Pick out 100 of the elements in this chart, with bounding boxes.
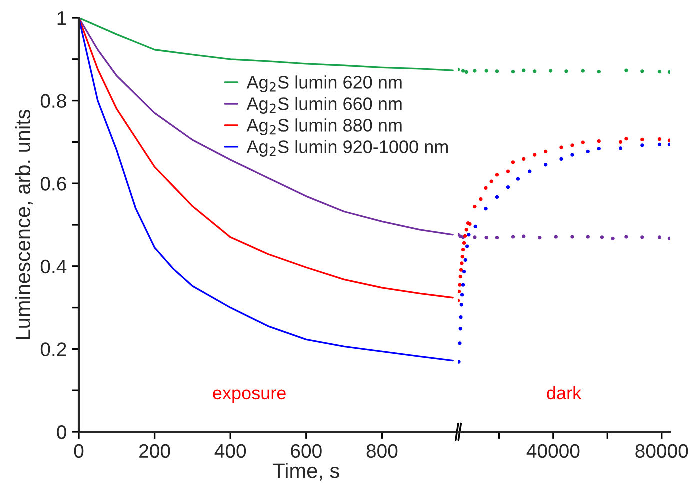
x-tick-label: 800 <box>366 444 398 458</box>
line-series <box>79 18 454 299</box>
legend-label: Ag$_{2}$S lumin 660 nm <box>246 97 402 114</box>
point <box>458 290 462 294</box>
point <box>495 236 500 240</box>
legend-label: Ag$_{2}$S lumin 920-1000 nm <box>246 140 448 157</box>
line-series <box>79 18 454 236</box>
point <box>533 153 537 157</box>
point <box>560 146 564 150</box>
point <box>597 70 601 74</box>
line-series <box>79 18 454 362</box>
y-tick-label: 0.4 <box>40 260 67 274</box>
point <box>570 235 574 239</box>
point <box>581 69 585 73</box>
point <box>495 70 500 74</box>
point <box>484 207 488 211</box>
y-tick-label: 0.2 <box>40 342 66 356</box>
legend-label: Ag$_{2}$S lumin 620 nm <box>246 76 402 92</box>
point <box>624 235 628 239</box>
point <box>506 170 510 174</box>
point <box>658 142 662 147</box>
annotation: exposure <box>213 390 286 404</box>
y-tick-label: 0 <box>57 425 66 440</box>
point <box>564 70 568 74</box>
point <box>511 235 516 239</box>
point <box>544 150 548 154</box>
point <box>522 68 526 72</box>
point <box>640 70 644 74</box>
point <box>618 140 623 144</box>
point <box>511 70 516 74</box>
point <box>597 146 601 151</box>
point <box>495 195 500 200</box>
x-tick-label: 80000 <box>636 444 688 458</box>
point <box>462 241 466 246</box>
point <box>658 137 662 142</box>
point <box>473 236 477 240</box>
point <box>624 68 628 72</box>
point <box>640 138 644 142</box>
point <box>484 236 488 240</box>
x-tick-label: 0 <box>74 444 84 458</box>
x-axis-title: Time, s <box>273 463 340 481</box>
point <box>586 150 590 154</box>
point <box>490 180 494 184</box>
y-tick-label: 0.8 <box>40 94 66 108</box>
point <box>461 283 466 287</box>
point <box>522 234 526 238</box>
point <box>464 258 468 262</box>
point <box>533 70 537 74</box>
y-axis-title: Luminescence, arb. units <box>15 110 33 340</box>
point <box>464 228 468 232</box>
point <box>462 270 466 274</box>
point <box>459 268 464 272</box>
point <box>460 262 464 266</box>
x-tick-label: 400 <box>214 444 246 458</box>
y-tick-label: 1 <box>58 12 66 26</box>
y-tick-label: 0.6 <box>40 177 66 191</box>
point <box>538 236 542 240</box>
point <box>461 69 466 73</box>
point <box>460 293 464 297</box>
point <box>522 157 526 162</box>
point <box>460 255 464 259</box>
point <box>658 70 662 74</box>
point <box>560 157 564 162</box>
point <box>506 185 510 190</box>
point <box>458 360 461 364</box>
x-tick-label: 200 <box>140 444 170 458</box>
point <box>586 235 590 239</box>
point <box>554 235 558 239</box>
point <box>474 224 478 228</box>
point <box>528 170 532 174</box>
point <box>461 248 466 252</box>
point <box>458 274 462 279</box>
point <box>495 173 500 177</box>
point <box>458 327 462 331</box>
point <box>465 244 470 248</box>
point <box>473 204 477 209</box>
point <box>511 160 516 164</box>
point <box>473 69 477 73</box>
point <box>640 236 644 240</box>
point <box>458 283 462 287</box>
point <box>516 177 520 181</box>
x-tick-label: 40000 <box>526 444 580 458</box>
point <box>479 197 483 202</box>
point <box>467 233 471 237</box>
point <box>570 153 574 157</box>
point <box>548 69 553 73</box>
point <box>658 236 662 240</box>
point <box>459 315 463 320</box>
point <box>624 137 628 141</box>
point <box>484 69 488 73</box>
legend-label: Ag$_{2}$S lumin 880 nm <box>246 118 402 136</box>
point <box>640 144 644 148</box>
point <box>464 70 468 74</box>
point <box>458 342 462 346</box>
annotation: dark <box>547 386 582 400</box>
point <box>460 303 464 307</box>
point <box>597 140 601 144</box>
line-series <box>79 18 454 72</box>
point <box>618 146 623 150</box>
point <box>544 163 548 167</box>
